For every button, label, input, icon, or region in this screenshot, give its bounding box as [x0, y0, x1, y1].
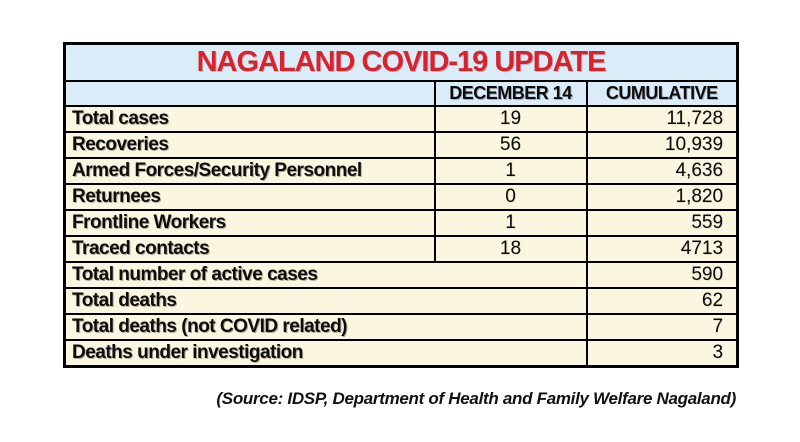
- row-value-cumulative: 3: [585, 339, 739, 368]
- row-label: Deaths under investigation: [63, 339, 588, 368]
- row-value-cumulative: 4713: [585, 235, 739, 263]
- row-value-cumulative: 62: [585, 287, 739, 315]
- row-value-cumulative: 559: [585, 209, 739, 237]
- row-label: Total cases: [63, 105, 436, 133]
- row-value-dec14: 56: [433, 131, 588, 159]
- table-row-returnees: Returnees 0 1,820: [63, 183, 739, 211]
- row-value-cumulative: 1,820: [585, 183, 739, 211]
- column-header-cumulative: CUMULATIVE: [585, 80, 739, 107]
- header-row: DECEMBER 14 CUMULATIVE: [63, 80, 739, 107]
- title-row: NAGALAND COVID-19 UPDATE: [63, 42, 739, 82]
- row-value-dec14: 1: [433, 209, 588, 237]
- row-label: Returnees: [63, 183, 436, 211]
- row-value-cumulative: 7: [585, 313, 739, 341]
- table-row-total-cases: Total cases 19 11,728: [63, 105, 739, 133]
- covid-update-table: NAGALAND COVID-19 UPDATE DECEMBER 14 CUM…: [63, 42, 740, 368]
- row-label: Total deaths (not COVID related): [63, 313, 588, 341]
- table-row-traced-contacts: Traced contacts 18 4713: [63, 235, 739, 263]
- table-row-frontline-workers: Frontline Workers 1 559: [63, 209, 739, 237]
- row-label: Frontline Workers: [63, 209, 436, 237]
- table-row-total-deaths: Total deaths 62: [63, 287, 739, 315]
- table-row-recoveries: Recoveries 56 10,939: [63, 131, 739, 159]
- header-empty-cell: [63, 80, 436, 107]
- row-value-dec14: 19: [433, 105, 588, 133]
- row-label: Armed Forces/Security Personnel: [63, 157, 436, 185]
- row-value-cumulative: 11,728: [585, 105, 739, 133]
- row-value-dec14: 0: [433, 183, 588, 211]
- row-value-cumulative: 590: [585, 261, 739, 289]
- table-row-deaths-under-investigation: Deaths under investigation 3: [63, 339, 739, 368]
- row-label: Recoveries: [63, 131, 436, 159]
- row-label: Traced contacts: [63, 235, 436, 263]
- column-header-december-14: DECEMBER 14: [433, 80, 588, 107]
- table-row-active-cases: Total number of active cases 590: [63, 261, 739, 289]
- row-value-dec14: 1: [433, 157, 588, 185]
- row-value-dec14: 18: [433, 235, 588, 263]
- table-row-armed-forces: Armed Forces/Security Personnel 1 4,636: [63, 157, 739, 185]
- table-row-deaths-not-covid: Total deaths (not COVID related) 7: [63, 313, 739, 341]
- row-value-cumulative: 10,939: [585, 131, 739, 159]
- source-attribution: (Source: IDSP, Department of Health and …: [216, 389, 736, 408]
- row-label: Total number of active cases: [63, 261, 588, 289]
- page-title: NAGALAND COVID-19 UPDATE: [63, 42, 739, 82]
- row-label: Total deaths: [63, 287, 588, 315]
- row-value-cumulative: 4,636: [585, 157, 739, 185]
